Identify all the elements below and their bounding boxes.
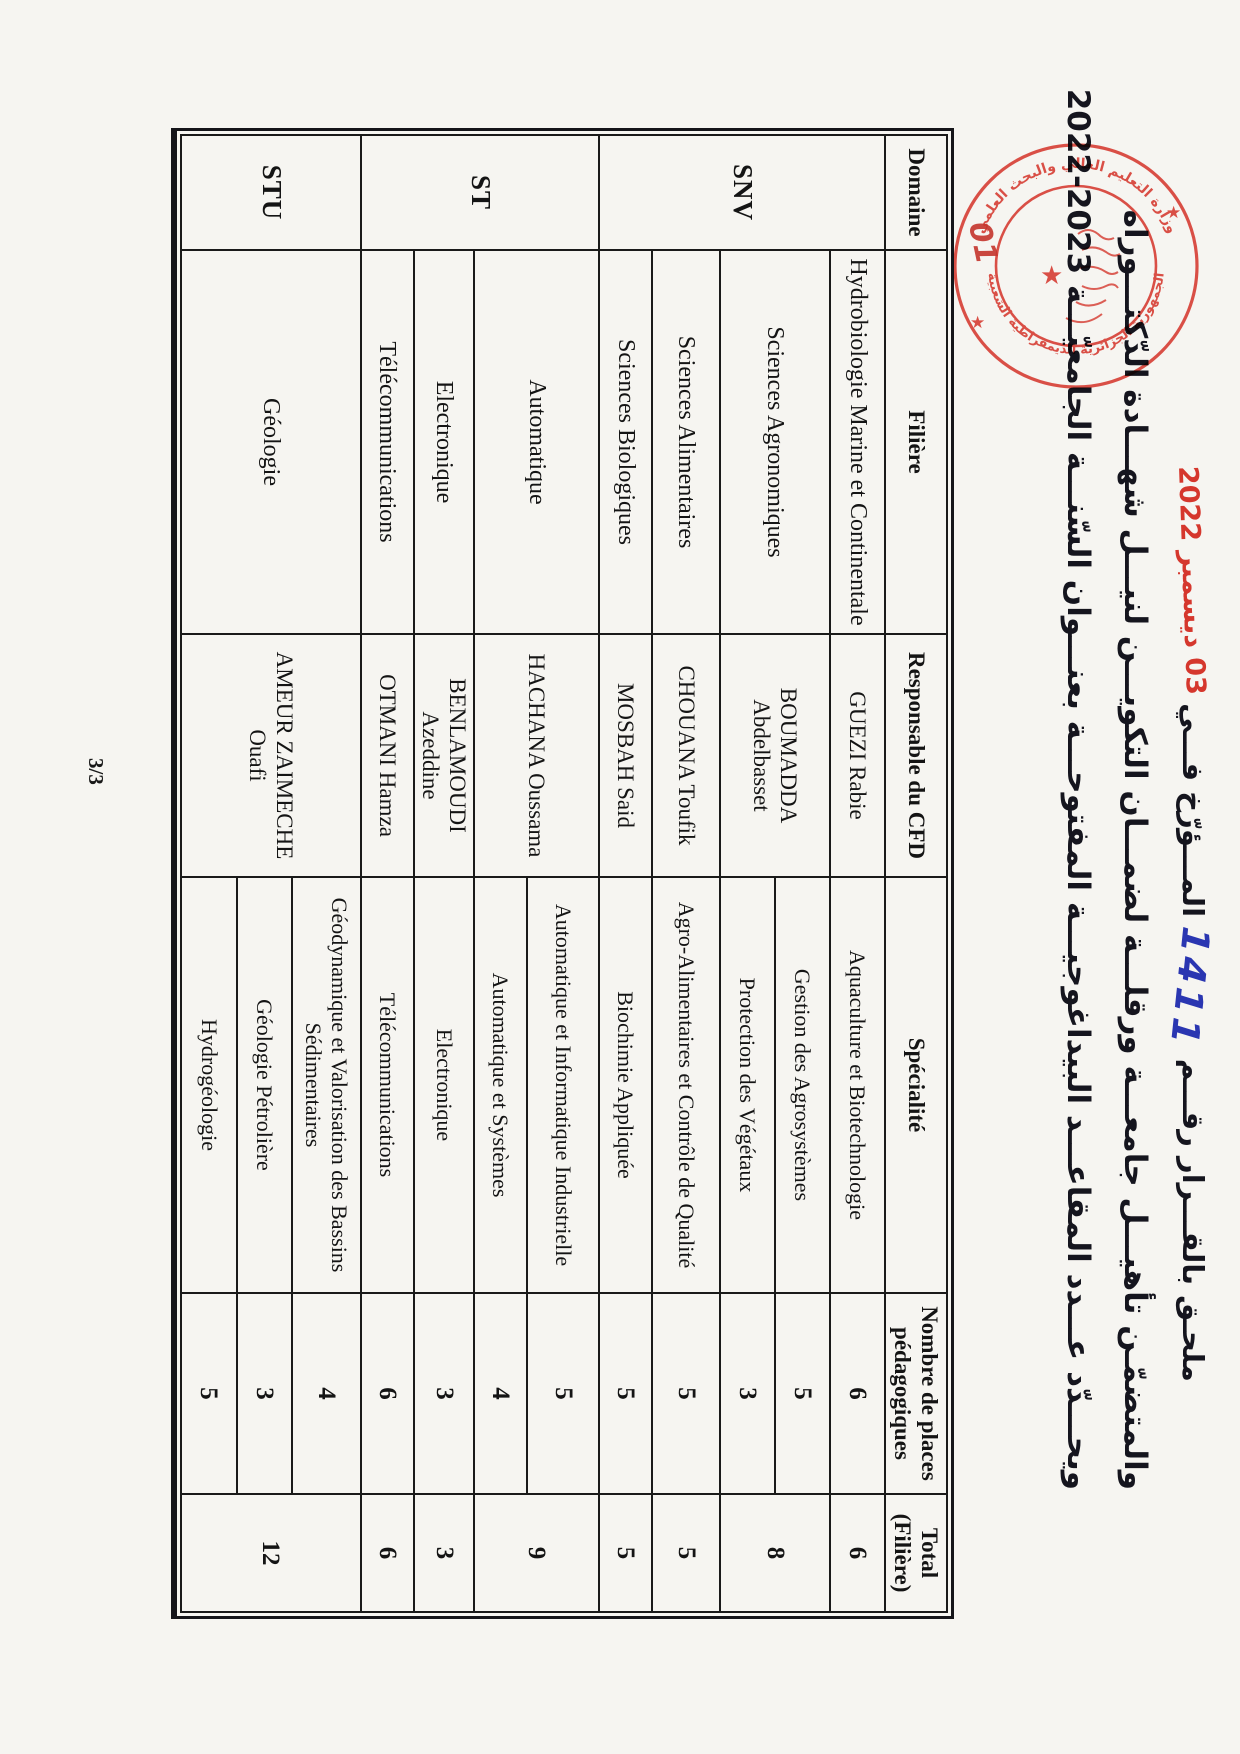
specialite-cell: Agro-Alimentaires et Contrôle de Qualité <box>652 877 720 1293</box>
authorization-table: Domaine Filière Responsable du CFD Spéci… <box>180 134 948 1613</box>
domain-cell-st: ST <box>360 135 599 250</box>
header-filiere: Filière <box>885 250 947 634</box>
decree-title-line1: ملحـق بالقـــرار رقـــم 1411 المـــؤرّخ فـ… <box>1162 350 1224 1490</box>
specialite-cell: Aquaculture et Biotechnologie <box>830 877 885 1293</box>
specialite-cell: Protection des Végétaux <box>720 877 775 1293</box>
handwritten-decree-number: 1411 <box>1161 924 1219 1051</box>
cfd-cell: BOUMADDA Abdelbasset <box>720 634 830 877</box>
header-nombre-places: Nombre de places pédagogiques <box>885 1293 947 1494</box>
places-cell: 4 <box>291 1293 361 1494</box>
decree-title: ملحـق بالقـــرار رقـــم 1411 المـــؤرّخ فـ… <box>1049 88 1224 1490</box>
places-cell: 6 <box>360 1293 414 1494</box>
specialite-cell: Automatique et Informatique Industrielle <box>527 877 599 1293</box>
stamp-inner-star-icon: ★ <box>1040 261 1063 291</box>
table-row: Sciences Agronomiques BOUMADDA Abdelbass… <box>720 135 830 1612</box>
red-date-stamp: 03 ديسمبر 2022 <box>1172 465 1211 696</box>
filiere-cell: Géologie <box>180 250 361 634</box>
specialite-cell: Gestion des Agrosystèmes <box>775 877 830 1293</box>
table-row: Electronique BENLAMOUDI Azeddine Electro… <box>413 135 474 1612</box>
table-row: STU Géologie AMEUR ZAIMECHE Ouafi Géodyn… <box>180 135 361 1612</box>
specialite-cell: Hydrogéologie <box>180 877 237 1293</box>
places-cell: 4 <box>474 1293 527 1494</box>
specialite-cell: Télécommunications <box>360 877 414 1293</box>
header-total-filiere: Total (Filière) <box>885 1494 947 1612</box>
total-cell: 6 <box>360 1494 414 1612</box>
cfd-cell: GUEZI Rabie <box>830 634 885 877</box>
stamp-star-left-icon: ★ <box>970 313 985 333</box>
filiere-cell: Sciences Agronomiques <box>720 250 830 634</box>
total-cell: 5 <box>599 1494 652 1612</box>
places-cell: 5 <box>527 1293 599 1494</box>
specialite-cell: Géodynamique et Valorisation des Bassins… <box>291 877 361 1293</box>
svg-text:الجمهورية الجزائرية الديمقراطي: الجمهورية الجزائرية الديمقراطية الشعبية <box>984 272 1167 358</box>
places-cell: 5 <box>652 1293 720 1494</box>
cfd-cell: MOSBAH Said <box>599 634 652 877</box>
table-row: SNV Hydrobiologie Marine et Continentale… <box>599 135 885 1612</box>
places-cell: 3 <box>236 1293 292 1494</box>
stamp-ring-text-bottom: الجمهورية الجزائرية الديمقراطية الشعبية <box>984 272 1167 358</box>
specialite-cell: Géologie Pétrolière <box>236 877 292 1293</box>
table-row: ST Automatique HACHANA Oussama Automatiq… <box>360 135 599 1612</box>
filiere-cell: Télécommunications <box>360 250 414 634</box>
table-row: Télécommunications OTMANI Hamza Télécomm… <box>360 135 414 1612</box>
total-cell: 5 <box>652 1494 720 1612</box>
total-cell: 12 <box>180 1494 361 1612</box>
places-cell: 3 <box>413 1293 474 1494</box>
specialite-cell: Biochimie Appliquée <box>599 877 652 1293</box>
ministry-round-stamp-icon: وزارة التعليم العالي والبحث العلمي الجمه… <box>953 143 1199 389</box>
decree-title-line3: ويحـــدّد عـــدد المقاعـــد البيداغوجيــ… <box>1060 88 1096 1490</box>
filiere-cell: Sciences Biologiques <box>599 250 652 634</box>
header-responsable-cfd: Responsable du CFD <box>885 634 947 877</box>
total-cell: 8 <box>720 1494 830 1612</box>
authorization-table-wrapper: Domaine Filière Responsable du CFD Spéci… <box>170 128 954 1619</box>
cfd-cell: AMEUR ZAIMECHE Ouafi <box>180 634 361 877</box>
filiere-cell: Automatique <box>474 250 599 634</box>
filiere-cell: Electronique <box>413 250 474 634</box>
filiere-cell: Hydrobiologie Marine et Continentale <box>830 250 885 634</box>
page-number: 3/3 <box>84 758 108 785</box>
filiere-cell: Sciences Alimentaires <box>652 250 720 634</box>
stamp-star-right-icon: ★ <box>1166 203 1181 223</box>
specialite-cell: Electronique <box>413 877 474 1293</box>
domain-cell-stu: STU <box>180 135 361 250</box>
cfd-cell: BENLAMOUDI Azeddine <box>413 634 474 877</box>
places-cell: 3 <box>720 1293 775 1494</box>
table-row: Sciences Biologiques MOSBAH Said Biochim… <box>599 135 652 1612</box>
title-line1-middle: المـــؤرّخ فـــي <box>1176 703 1210 918</box>
total-cell: 9 <box>474 1494 599 1612</box>
table-row: Sciences Alimentaires CHOUANA Toufik Agr… <box>652 135 720 1612</box>
places-cell: 5 <box>599 1293 652 1494</box>
cfd-cell: HACHANA Oussama <box>474 634 599 877</box>
specialite-cell: Automatique et Systèmes <box>474 877 527 1293</box>
cfd-cell: CHOUANA Toufik <box>652 634 720 877</box>
decree-title-line2: والمتضمّـن تأهيـــل جامعـــة ورقلـــة لض… <box>1117 209 1153 1490</box>
total-cell: 3 <box>413 1494 474 1612</box>
header-domaine: Domaine <box>885 135 947 250</box>
places-cell: 5 <box>180 1293 237 1494</box>
total-cell: 6 <box>830 1494 885 1612</box>
header-specialite: Spécialité <box>885 877 947 1293</box>
title-line1-prefix: ملحـق بالقـــرار رقـــم <box>1176 1058 1210 1382</box>
domain-cell-snv: SNV <box>599 135 885 250</box>
cfd-cell: OTMANI Hamza <box>360 634 414 877</box>
table-header-row: Domaine Filière Responsable du CFD Spéci… <box>885 135 947 1612</box>
stamp-emblem-scribbles <box>1065 229 1121 324</box>
places-cell: 5 <box>775 1293 830 1494</box>
places-cell: 6 <box>830 1293 885 1494</box>
